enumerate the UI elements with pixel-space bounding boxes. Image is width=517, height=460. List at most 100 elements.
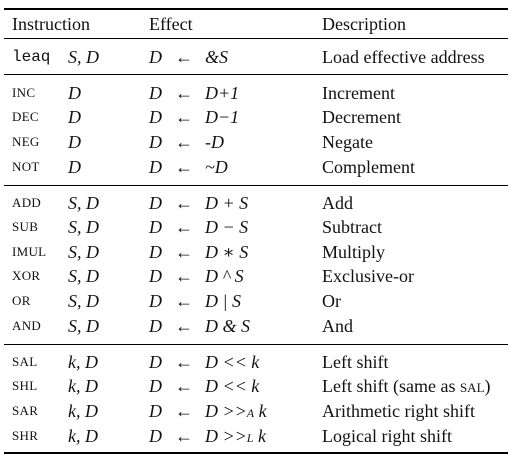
assign-arrow: ←: [175, 291, 193, 311]
effect-dest: D: [149, 107, 162, 127]
operands: S, D: [68, 291, 99, 311]
assign-arrow: ←: [175, 193, 193, 213]
effect-source: -D: [205, 132, 224, 152]
source-subscript: A: [246, 406, 255, 420]
table-row: leaq S, D D ← &S Load effective address: [4, 45, 508, 69]
top-rule: [4, 8, 508, 10]
description-text: Left shift (same as: [322, 376, 460, 396]
operands: S, D: [68, 217, 99, 237]
operands: k, D: [68, 376, 98, 396]
mnemonic: DEC: [12, 109, 39, 124]
source-subscript: L: [246, 431, 254, 445]
description: Left shift (same as SAL): [322, 374, 491, 400]
table-row: SAL k, D D ← D << k Left shift: [4, 350, 508, 374]
table-row: NOT D D ← ~D Complement: [4, 155, 508, 179]
operands: S, D: [68, 316, 99, 336]
mnemonic: SHR: [12, 428, 39, 443]
mnemonic: SAL: [12, 354, 38, 369]
assign-arrow: ←: [175, 242, 193, 262]
source-text: D >>: [205, 401, 247, 421]
source-end: k: [253, 426, 266, 446]
assign-arrow: ←: [175, 47, 193, 67]
effect-source: D >>L k: [205, 424, 266, 450]
source-end: k: [254, 401, 267, 421]
description: Decrement: [322, 107, 401, 127]
mnemonic: SHL: [12, 378, 38, 393]
effect-source: D ^ S: [205, 266, 244, 286]
operands: D: [68, 132, 81, 152]
effect-dest: D: [149, 291, 162, 311]
effect-dest: D: [149, 83, 162, 103]
source-text: D >>: [205, 426, 247, 446]
table-row: XOR S, D D ← D ^ S Exclusive-or: [4, 264, 508, 288]
mnemonic: NEG: [12, 134, 40, 149]
effect-dest: D: [149, 266, 162, 286]
operands: k, D: [68, 426, 98, 446]
description: Add: [322, 193, 353, 213]
mnemonic: leaq: [12, 48, 51, 66]
table-row: INC D D ← D+1 Increment: [4, 81, 508, 105]
assign-arrow: ←: [175, 157, 193, 177]
mnemonic: IMUL: [12, 244, 47, 259]
effect-source: D | S: [205, 291, 241, 311]
description: Or: [322, 291, 341, 311]
effect-source: D & S: [205, 316, 250, 336]
table-row: IMUL S, D D ← D ∗ S Multiply: [4, 240, 508, 264]
effect-source: D+1: [205, 83, 240, 103]
header-description: Description: [322, 14, 406, 34]
effect-source: D << k: [205, 376, 260, 396]
description-small-caps: SAL: [459, 380, 485, 395]
assign-arrow: ←: [175, 352, 193, 372]
table-row: AND S, D D ← D & S And: [4, 314, 508, 338]
table-row: DEC D D ← D−1 Decrement: [4, 105, 508, 129]
description: Load effective address: [322, 47, 485, 67]
group-rule: [4, 344, 508, 345]
effect-source: D + S: [205, 193, 249, 213]
operands: D: [68, 107, 81, 127]
description: Complement: [322, 157, 415, 177]
table-row: SUB S, D D ← D − S Subtract: [4, 215, 508, 239]
operands: S, D: [68, 47, 99, 67]
mnemonic: INC: [12, 85, 36, 100]
table-row: ADD S, D D ← D + S Add: [4, 191, 508, 215]
operands: D: [68, 157, 81, 177]
description: Left shift: [322, 352, 389, 372]
effect-dest: D: [149, 217, 162, 237]
operands: D: [68, 83, 81, 103]
assign-arrow: ←: [175, 83, 193, 103]
mnemonic: OR: [12, 293, 31, 308]
table-row: SAR k, D D ← D >>A k Arithmetic right sh…: [4, 399, 508, 423]
effect-source: D − S: [205, 217, 249, 237]
effect-dest: D: [149, 242, 162, 262]
assign-arrow: ←: [175, 426, 193, 446]
description: Increment: [322, 83, 395, 103]
group-rule: [4, 185, 508, 186]
description: Exclusive-or: [322, 266, 414, 286]
effect-dest: D: [149, 132, 162, 152]
description: And: [322, 316, 353, 336]
description: Arithmetic right shift: [322, 401, 475, 421]
mnemonic: SUB: [12, 219, 39, 234]
description-end: ): [484, 376, 491, 396]
operands: k, D: [68, 352, 98, 372]
effect-source: &S: [205, 47, 229, 67]
assign-arrow: ←: [175, 266, 193, 286]
assign-arrow: ←: [175, 217, 193, 237]
description: Logical right shift: [322, 426, 452, 446]
assign-arrow: ←: [175, 107, 193, 127]
effect-dest: D: [149, 316, 162, 336]
assign-arrow: ←: [175, 401, 193, 421]
table-row: OR S, D D ← D | S Or: [4, 289, 508, 313]
header-instruction: Instruction: [12, 14, 90, 34]
effect-dest: D: [149, 401, 162, 421]
effect-dest: D: [149, 193, 162, 213]
effect-dest: D: [149, 47, 162, 67]
assign-arrow: ←: [175, 132, 193, 152]
effect-source: D ∗ S: [205, 242, 249, 262]
table-row: NEG D D ← -D Negate: [4, 130, 508, 154]
effect-source: ~D: [205, 157, 228, 177]
group-rule: [4, 74, 508, 75]
mnemonic: AND: [12, 318, 42, 333]
mnemonic: SAR: [12, 403, 39, 418]
operands: k, D: [68, 401, 98, 421]
